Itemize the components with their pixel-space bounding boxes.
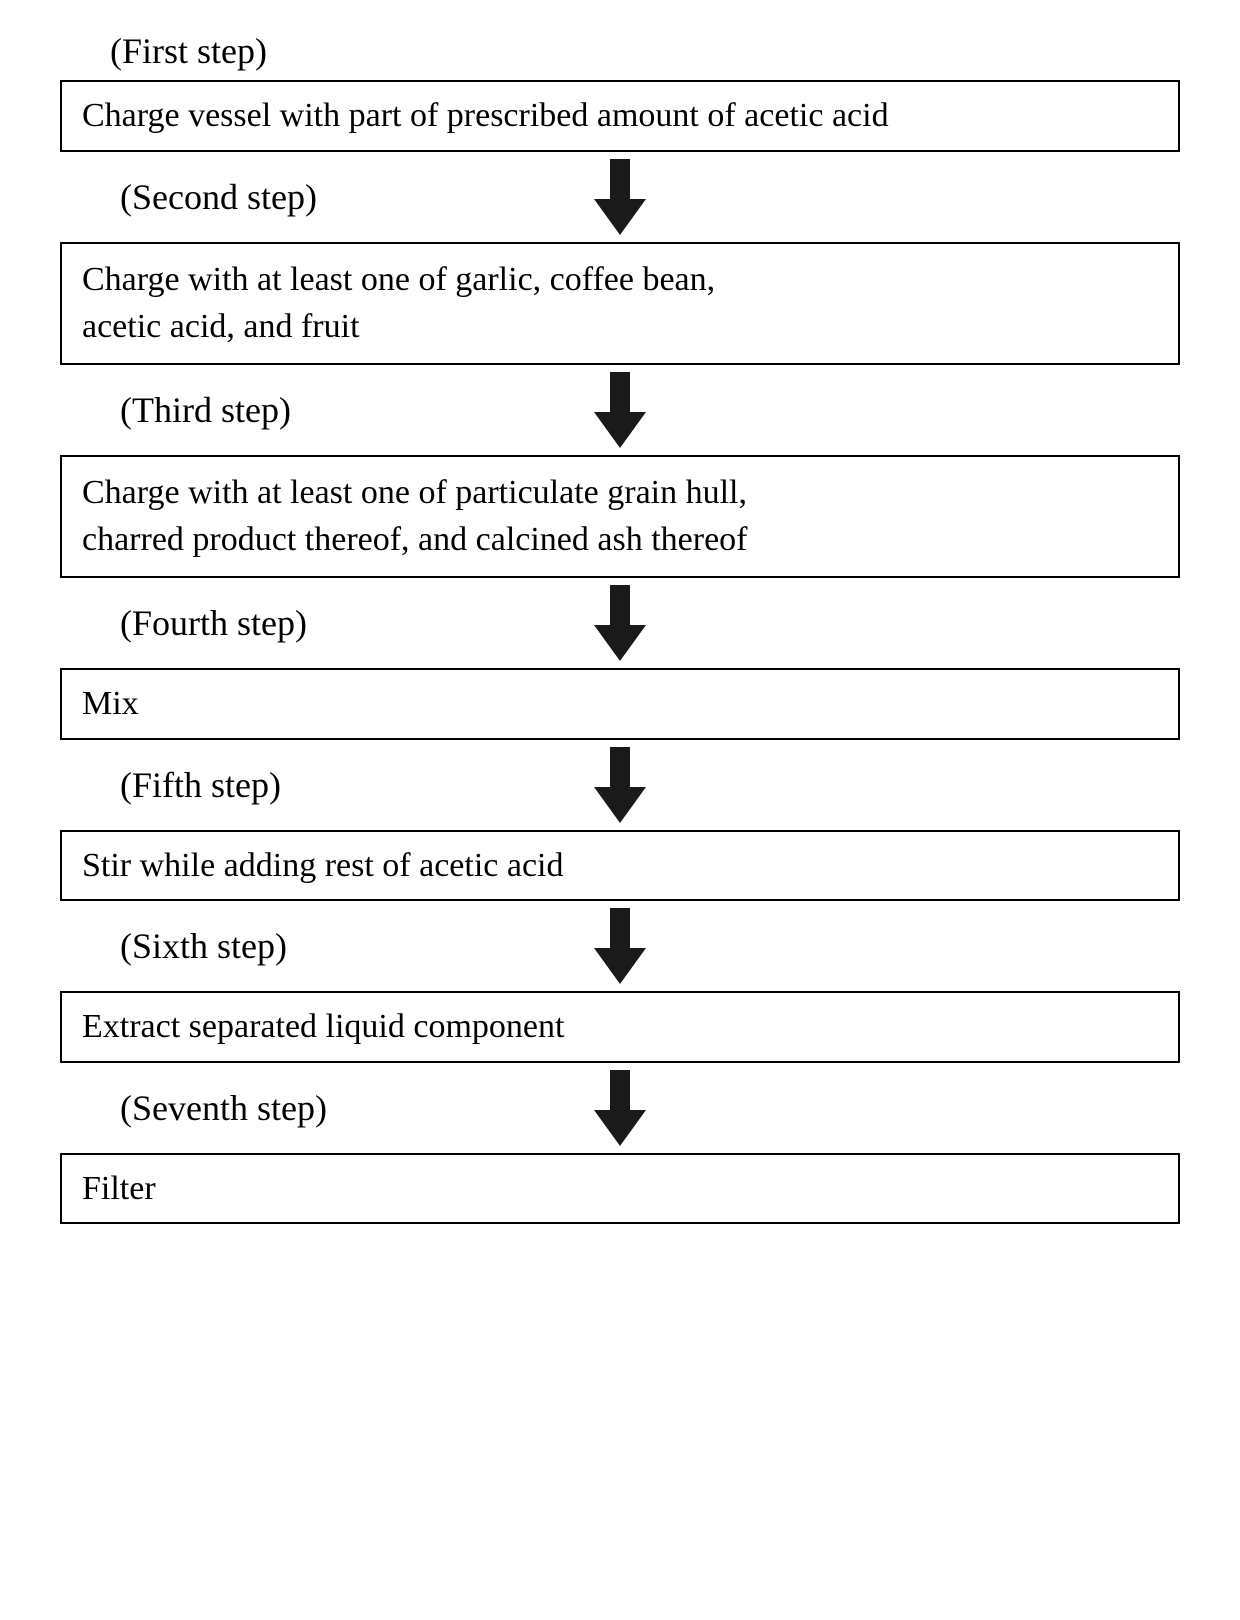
flowchart-container: (First step) Charge vessel with part of … (60, 30, 1180, 1224)
step-text-6: Extract separated liquid component (82, 1008, 564, 1045)
step-text-1: Charge vessel with part of prescribed am… (82, 97, 889, 134)
arrow-6 (592, 1068, 648, 1148)
step-text-3: Charge with at least one of particulate … (82, 474, 748, 559)
step-text-7: Filter (82, 1170, 156, 1207)
arrow-row-3: (Fourth step) (60, 578, 1180, 668)
down-arrow-icon (592, 906, 648, 986)
step-label-3: (Third step) (120, 389, 291, 431)
step-box-3: Charge with at least one of particulate … (60, 455, 1180, 578)
arrow-row-4: (Fifth step) (60, 740, 1180, 830)
step-text-2: Charge with at least one of garlic, coff… (82, 261, 715, 346)
step-label-6: (Sixth step) (120, 925, 287, 967)
down-arrow-icon (592, 370, 648, 450)
step-text-5: Stir while adding rest of acetic acid (82, 847, 564, 884)
arrow-3 (592, 583, 648, 663)
step-label-7: (Seventh step) (120, 1087, 327, 1129)
arrow-row-2: (Third step) (60, 365, 1180, 455)
step-label-2: (Second step) (120, 176, 317, 218)
arrow-row-5: (Sixth step) (60, 901, 1180, 991)
arrow-row-1: (Second step) (60, 152, 1180, 242)
step-box-2: Charge with at least one of garlic, coff… (60, 242, 1180, 365)
step-text-4: Mix (82, 685, 139, 722)
arrow-5 (592, 906, 648, 986)
step-box-5: Stir while adding rest of acetic acid (60, 830, 1180, 902)
step-label-4: (Fourth step) (120, 602, 307, 644)
down-arrow-icon (592, 1068, 648, 1148)
step-box-6: Extract separated liquid component (60, 991, 1180, 1063)
arrow-2 (592, 370, 648, 450)
step-box-7: Filter (60, 1153, 1180, 1225)
down-arrow-icon (592, 745, 648, 825)
down-arrow-icon (592, 583, 648, 663)
arrow-4 (592, 745, 648, 825)
step-label-5: (Fifth step) (120, 764, 281, 806)
step-box-4: Mix (60, 668, 1180, 740)
down-arrow-icon (592, 157, 648, 237)
step-box-1: Charge vessel with part of prescribed am… (60, 80, 1180, 152)
arrow-row-6: (Seventh step) (60, 1063, 1180, 1153)
step-label-1: (First step) (110, 30, 1180, 72)
arrow-1 (592, 157, 648, 237)
